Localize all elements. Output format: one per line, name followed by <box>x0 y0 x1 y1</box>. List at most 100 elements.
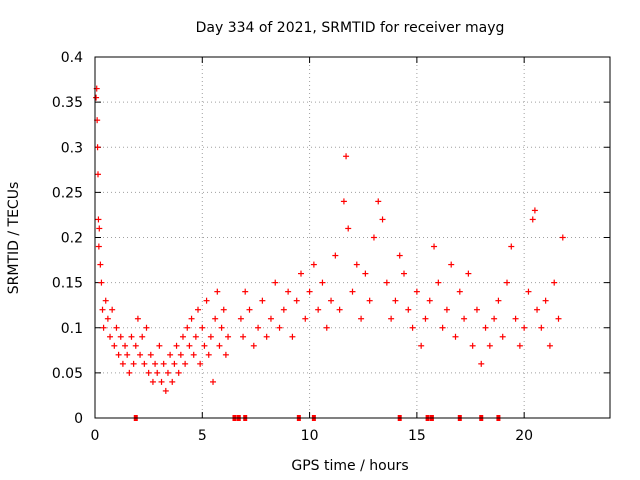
data-point <box>272 279 279 286</box>
data-point <box>190 351 197 358</box>
data-point <box>315 306 322 313</box>
y-tick-label: 0.3 <box>61 140 83 156</box>
data-point <box>117 333 124 340</box>
data-point <box>491 315 498 322</box>
x-tick-labels: 0 5 10 15 20 <box>91 428 534 444</box>
data-point <box>343 153 350 160</box>
data-point <box>141 360 148 367</box>
data-point <box>478 360 485 367</box>
data-point <box>418 342 425 349</box>
data-point <box>214 288 221 295</box>
data-point <box>109 306 116 313</box>
data-point <box>396 252 403 259</box>
data-point <box>443 306 450 313</box>
data-point <box>413 288 420 295</box>
data-point <box>336 306 343 313</box>
data-point <box>145 369 152 376</box>
data-point <box>328 297 335 304</box>
data-point <box>100 324 107 331</box>
data-point <box>310 261 317 268</box>
data-point <box>164 369 171 376</box>
data-point <box>306 288 313 295</box>
data-point <box>124 351 131 358</box>
data-point <box>534 306 541 313</box>
data-point <box>197 360 204 367</box>
data-point <box>154 369 161 376</box>
data-point <box>521 324 528 331</box>
data-point <box>379 216 386 223</box>
data-point <box>255 324 262 331</box>
x-tick-label: 0 <box>91 428 100 444</box>
data-point <box>504 279 510 286</box>
data-point <box>531 207 538 214</box>
data-point <box>173 342 180 349</box>
data-point <box>289 333 296 340</box>
data-point <box>95 171 102 178</box>
data-point <box>358 315 365 322</box>
data-point <box>495 297 502 304</box>
data-point <box>122 342 129 349</box>
data-point <box>456 288 463 295</box>
data-point <box>250 342 257 349</box>
data-point <box>538 324 545 331</box>
data-point <box>267 315 274 322</box>
data-point <box>370 234 377 241</box>
data-point <box>94 144 101 151</box>
x-axis-label: GPS time / hours <box>291 458 408 474</box>
x-tick-label: 20 <box>515 428 533 444</box>
data-point <box>298 270 304 277</box>
data-point <box>192 333 199 340</box>
data-point <box>210 378 217 385</box>
data-point <box>162 387 169 394</box>
data-point <box>128 333 135 340</box>
data-point <box>95 216 102 223</box>
data-point <box>171 360 178 367</box>
data-point <box>431 243 438 250</box>
data-point <box>482 324 489 331</box>
data-point <box>499 333 506 340</box>
data-point <box>107 333 114 340</box>
data-point <box>158 378 165 385</box>
y-tick-labels: 0 0.05 0.1 0.15 0.2 0.25 0.3 0.35 0.4 <box>52 50 83 427</box>
data-point <box>169 378 176 385</box>
data-point <box>149 378 156 385</box>
x-tick-label: 15 <box>408 428 426 444</box>
data-point <box>362 270 369 277</box>
data-point <box>98 279 105 286</box>
grid-lines <box>95 57 610 418</box>
data-point <box>218 324 225 331</box>
y-tick-label: 0.4 <box>61 50 83 66</box>
data-point <box>293 297 300 304</box>
data-point <box>259 297 266 304</box>
data-point <box>111 342 118 349</box>
data-point <box>216 342 223 349</box>
data-point <box>529 216 536 223</box>
data-point <box>512 315 519 322</box>
data-point <box>147 351 154 358</box>
data-point <box>93 94 100 101</box>
data-point <box>546 342 553 349</box>
data-point <box>205 351 212 358</box>
data-point <box>212 315 219 322</box>
data-point <box>225 333 232 340</box>
data-point <box>207 333 214 340</box>
data-point <box>104 315 111 322</box>
data-point <box>401 270 407 277</box>
data-point <box>426 297 433 304</box>
data-point <box>508 243 515 250</box>
data-point <box>113 324 120 331</box>
data-point <box>319 279 326 286</box>
data-point <box>134 315 141 322</box>
data-point <box>465 270 472 277</box>
data-point <box>102 297 109 304</box>
y-axis-label: SRMTID / TECUs <box>6 182 22 295</box>
x-tick-label: 10 <box>301 428 319 444</box>
data-point <box>473 306 480 313</box>
plot-frame <box>94 56 611 419</box>
data-point <box>332 252 339 259</box>
data-point <box>285 288 292 295</box>
data-point <box>184 324 191 331</box>
data-point <box>280 306 287 313</box>
y-tick-label: 0.2 <box>61 231 83 247</box>
